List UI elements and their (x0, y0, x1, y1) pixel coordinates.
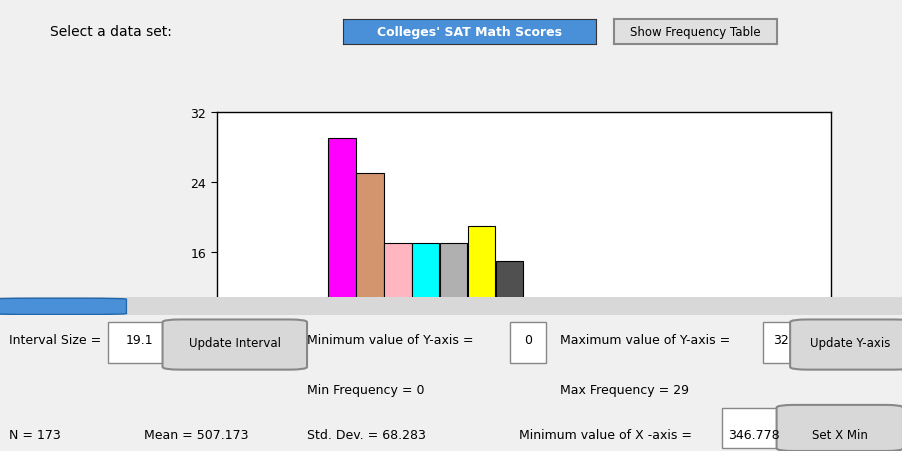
FancyBboxPatch shape (108, 322, 171, 363)
Bar (663, 375, 690, 392)
Bar (607, 340, 634, 392)
Bar (635, 340, 662, 392)
Text: N = 173: N = 173 (9, 428, 60, 441)
FancyBboxPatch shape (0, 299, 126, 315)
Text: Select a data set:: Select a data set: (50, 25, 171, 38)
Bar (579, 357, 606, 392)
Text: Set X Min: Set X Min (811, 428, 867, 441)
FancyBboxPatch shape (776, 405, 902, 451)
Bar (272, 349, 299, 392)
Text: Minimum value of Y-axis =: Minimum value of Y-axis = (307, 334, 473, 346)
Text: Colleges' SAT Math Scores: Colleges' SAT Math Scores (377, 26, 561, 39)
Text: Maximum value of Y-axis =: Maximum value of Y-axis = (559, 334, 730, 346)
FancyBboxPatch shape (762, 322, 798, 363)
Text: Std. Dev. = 68.283: Std. Dev. = 68.283 (307, 428, 426, 441)
Bar (467, 226, 494, 392)
Text: Min Frequency = 0: Min Frequency = 0 (307, 384, 424, 396)
FancyBboxPatch shape (789, 320, 902, 370)
Text: Mean = 507.173: Mean = 507.173 (144, 428, 249, 441)
X-axis label: Average SAT Math Score: Average SAT Math Score (427, 421, 620, 435)
Text: Update Y-axis: Update Y-axis (809, 336, 890, 349)
FancyBboxPatch shape (510, 322, 546, 363)
Bar (383, 244, 411, 392)
Text: Show Frequency Table: Show Frequency Table (630, 26, 759, 39)
Text: 32: 32 (772, 334, 788, 346)
Bar (495, 261, 522, 392)
Bar (356, 174, 383, 392)
Text: 19.1: 19.1 (126, 334, 153, 346)
Text: 0: 0 (524, 334, 531, 346)
Bar (439, 244, 467, 392)
Bar (690, 357, 718, 392)
FancyBboxPatch shape (162, 320, 307, 370)
Text: 346.778: 346.778 (727, 428, 779, 441)
Bar (300, 305, 327, 392)
Text: Update Interval: Update Interval (189, 336, 281, 349)
Bar (328, 139, 355, 392)
Bar (411, 244, 439, 392)
Bar (244, 349, 272, 392)
Bar (551, 375, 578, 392)
Bar (523, 314, 550, 392)
FancyBboxPatch shape (722, 408, 785, 448)
Text: Interval Size =: Interval Size = (9, 334, 101, 346)
Bar (216, 340, 244, 392)
Text: Minimum value of X -axis =: Minimum value of X -axis = (519, 428, 692, 441)
Bar (718, 375, 746, 392)
Text: Max Frequency = 29: Max Frequency = 29 (559, 384, 688, 396)
